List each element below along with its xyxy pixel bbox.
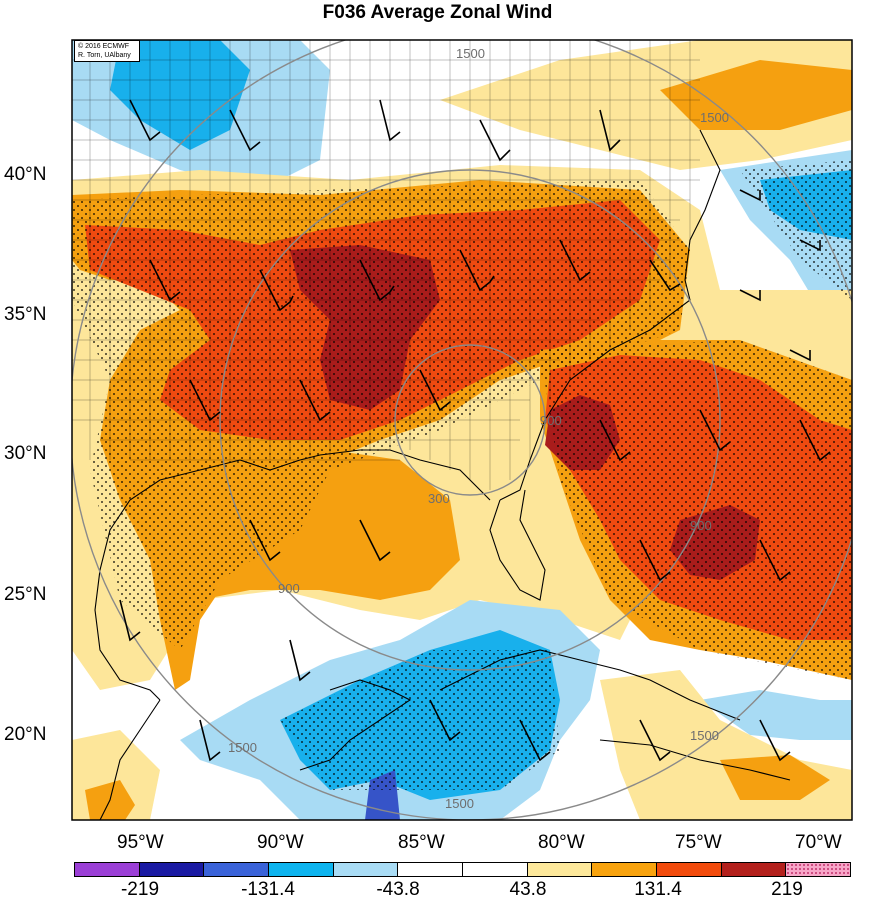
stipple-jet xyxy=(72,180,690,650)
stipple-south xyxy=(280,650,560,790)
colorbar-segment xyxy=(463,863,528,876)
field-ne-orange xyxy=(660,60,852,130)
colorbar-segment xyxy=(592,863,658,876)
colorbar-segment xyxy=(139,863,205,876)
colorbar-segment xyxy=(786,863,851,876)
contour-label: 300 xyxy=(428,491,450,506)
stipple-atlantic-blue xyxy=(740,160,852,300)
stipple-atlantic xyxy=(540,340,852,680)
contour-label: 900 xyxy=(278,581,300,596)
map-fields: 300 900 900 1500 1500 1500 900 1500 1500 xyxy=(72,40,852,820)
contour-label: 900 xyxy=(540,413,562,428)
contour-label: 1500 xyxy=(690,728,719,743)
colorbar-label: -43.8 xyxy=(376,879,420,900)
lon-label: 95°W xyxy=(117,832,164,853)
lat-label: 25°N xyxy=(4,584,47,605)
range-rings xyxy=(72,40,852,820)
credit-line-2: R. Torn, UAlbany xyxy=(78,52,131,59)
colorbar-label: -219 xyxy=(120,879,160,900)
field-north-blue-core xyxy=(110,40,250,150)
colorbar-segment xyxy=(269,863,334,876)
colorbar-segment xyxy=(657,863,722,876)
colorbar-segment xyxy=(721,863,787,876)
colorbar-label: 43.8 xyxy=(509,879,547,900)
map-title: F036 Average Zonal Wind xyxy=(322,2,553,23)
credit-line-1: © 2016 ECMWF xyxy=(78,43,130,50)
lat-label: 35°N xyxy=(4,304,47,325)
colorbar-label: 219 xyxy=(771,879,803,900)
contour-label: 900 xyxy=(690,518,712,533)
lon-label: 80°W xyxy=(538,832,585,853)
colorbar-label: 131.4 xyxy=(634,879,682,900)
contour-label: 1500 xyxy=(445,796,474,811)
wind-barbs xyxy=(119,99,831,762)
field-southeast-lightblue xyxy=(700,690,852,740)
contour-label: 1500 xyxy=(700,110,729,125)
map-frame xyxy=(71,39,853,821)
county-lines xyxy=(72,40,700,490)
lon-label: 75°W xyxy=(675,832,722,853)
contour-label: 1500 xyxy=(456,46,485,61)
colorbar-segment xyxy=(527,863,593,876)
colorbar-segment xyxy=(398,863,464,876)
lon-label: 85°W xyxy=(398,832,445,853)
colorbar-segment xyxy=(75,863,140,876)
lon-label: 70°W xyxy=(795,832,842,853)
credit-box: © 2016 ECMWF R. Torn, UAlbany xyxy=(74,40,140,62)
lat-label: 20°N xyxy=(4,724,47,745)
colorbar-segment xyxy=(204,863,270,876)
field-se-orange xyxy=(720,755,830,800)
lat-label: 40°N xyxy=(4,164,47,185)
colorbar-label: -131.4 xyxy=(241,879,295,900)
colorbar xyxy=(74,862,851,877)
contour-label: 1500 xyxy=(228,740,257,755)
contour-labels: 300 900 900 1500 1500 1500 900 1500 1500 xyxy=(228,46,729,811)
lon-label: 90°W xyxy=(257,832,304,853)
colorbar-segment xyxy=(333,863,399,876)
lat-label: 30°N xyxy=(4,443,47,464)
